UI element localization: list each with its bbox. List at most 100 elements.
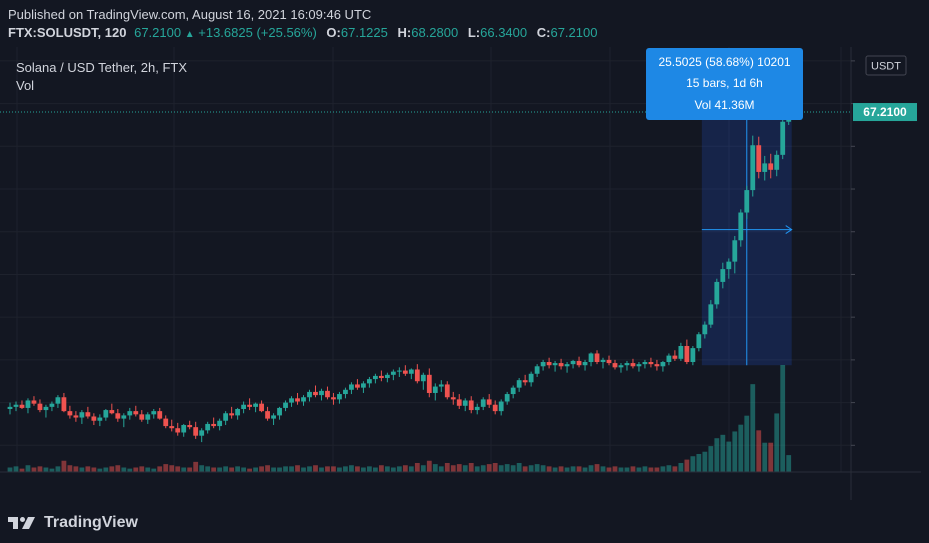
candle-body <box>151 411 157 415</box>
ohlc-line: FTX:SOLUSDT, 120 67.2100 ▲ +13.6825 (+25… <box>8 24 597 42</box>
volume-bar <box>534 464 540 472</box>
candle-body <box>109 410 115 414</box>
volume-bar <box>127 468 133 472</box>
candle-body <box>624 363 630 366</box>
candlestick-chart[interactable]: Solana / USD Tether, 2h, FTX Vol 25.5025… <box>0 47 921 500</box>
volume-bar <box>636 467 642 472</box>
candle-body <box>630 363 636 367</box>
volume-bar <box>181 467 187 472</box>
candle-body <box>582 362 588 366</box>
candle-body <box>241 404 247 409</box>
candle-body <box>19 404 25 408</box>
candle-body <box>85 412 91 417</box>
measure-label-box <box>646 48 803 120</box>
chart-area[interactable]: Solana / USD Tether, 2h, FTX Vol 25.5025… <box>0 47 921 500</box>
volume-bar <box>337 467 342 472</box>
volume-bar <box>756 430 762 472</box>
candle-body <box>223 413 229 421</box>
candle-body <box>444 384 450 398</box>
candle-body <box>337 394 342 400</box>
volume-bar <box>732 431 738 472</box>
candles <box>7 93 792 443</box>
candle-body <box>714 281 720 305</box>
volume-bar <box>139 466 145 472</box>
volume-bar <box>229 467 235 472</box>
currency-badge[interactable] <box>865 55 907 76</box>
candle-body <box>145 414 151 420</box>
volume-bar <box>516 462 522 472</box>
volume-bar <box>91 467 97 472</box>
volume-bar <box>283 466 288 472</box>
volume-bar <box>408 466 414 472</box>
volume-bar <box>678 462 684 472</box>
candle-body <box>522 380 528 383</box>
candle-body <box>73 415 79 418</box>
volume-bar <box>474 466 480 472</box>
volume-bar <box>462 465 468 472</box>
candle-body <box>217 420 223 427</box>
candle-body <box>684 345 690 363</box>
volume-bar <box>510 465 516 472</box>
volume-bar <box>241 467 247 472</box>
candle-body <box>37 403 43 411</box>
volume-bar <box>654 467 660 472</box>
candle-body <box>103 410 109 418</box>
candle-body <box>13 404 19 407</box>
candle-body <box>504 394 510 402</box>
candle-body <box>594 353 600 363</box>
volume-bar <box>97 468 103 472</box>
volume-bar <box>564 467 570 472</box>
volume-bar <box>73 466 79 472</box>
candle-body <box>181 425 187 433</box>
candle-body <box>199 430 205 436</box>
candle-body <box>396 370 402 372</box>
volume-bar <box>343 466 348 472</box>
candle-body <box>648 362 654 365</box>
candle-body <box>313 391 318 396</box>
volume-bar <box>612 466 618 472</box>
candle-body <box>139 414 145 420</box>
volume-bar <box>774 413 780 472</box>
candle-body <box>762 163 768 172</box>
candle-body <box>750 145 756 191</box>
measure-change-text: 25.5025 (58.68%) 10201 <box>658 55 790 69</box>
candle-body <box>277 407 282 416</box>
candle-body <box>187 425 193 428</box>
last-price-badge <box>853 103 917 122</box>
candle-body <box>367 379 372 384</box>
candle-body <box>480 399 486 407</box>
up-triangle-icon: ▲ <box>184 29 195 40</box>
candle-body <box>672 355 678 359</box>
candle-body <box>211 423 217 427</box>
candle-body <box>690 348 696 363</box>
volume-bar <box>301 467 306 472</box>
high-value: 68.2800 <box>411 25 459 40</box>
candle-body <box>732 240 738 262</box>
measure-bars-text: 15 bars, 1d 6h <box>686 76 763 90</box>
volume-bar <box>546 466 552 472</box>
volume-bar <box>384 466 390 472</box>
candle-body <box>7 406 13 409</box>
volume-bar <box>187 467 193 472</box>
candle-body <box>91 416 97 421</box>
volume-bar <box>606 467 612 472</box>
volume-bar <box>43 467 49 472</box>
last-price-badge-text: 67.2100 <box>863 105 907 119</box>
tradingview-logo[interactable]: TradingView <box>8 512 138 534</box>
volume-bar <box>319 467 324 472</box>
candle-body <box>780 121 786 155</box>
measure-arrow-icon <box>785 225 793 235</box>
volume-bar <box>85 466 91 472</box>
volume-bar <box>55 466 61 472</box>
volume-bar <box>450 465 456 472</box>
volume-bar <box>492 462 498 472</box>
last-price: 67.2100 <box>134 25 182 40</box>
volume-bar <box>780 365 786 472</box>
candle-body <box>588 353 594 363</box>
volume-bar <box>420 465 426 472</box>
candle-body <box>564 364 570 367</box>
volume-bar <box>223 466 229 472</box>
candle-body <box>600 359 606 363</box>
volume-bar <box>61 460 67 472</box>
volume-bar <box>115 465 121 472</box>
